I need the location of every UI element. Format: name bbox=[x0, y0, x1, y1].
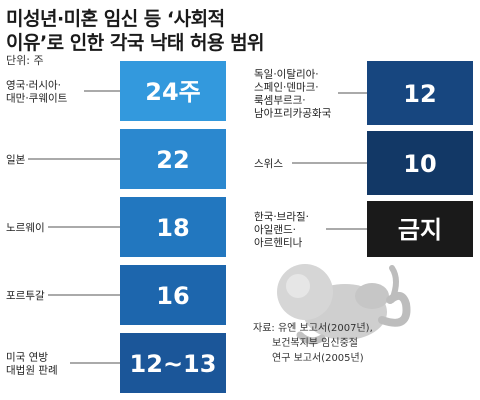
right-row-2: 금지 한국·브라질·아일랜드·아르헨티나 bbox=[254, 201, 473, 257]
left-row-3: 16 포르투갈 bbox=[6, 265, 226, 325]
left-value-2: 18 bbox=[156, 214, 189, 242]
fetus-illustration bbox=[277, 264, 411, 345]
left-row-1: 22 일본 bbox=[6, 129, 226, 189]
left-row-0: 24주 영국·러시아·대만·쿠웨이트 bbox=[6, 61, 226, 121]
left-label-2-0: 노르웨이 bbox=[6, 222, 45, 234]
left-value-0: 24주 bbox=[145, 78, 200, 106]
right-label-2-2: 아르헨티나 bbox=[254, 237, 303, 249]
right-label-2-0: 한국·브라질· bbox=[254, 211, 309, 223]
left-value-3: 16 bbox=[156, 282, 189, 310]
right-value-2: 금지 bbox=[398, 216, 442, 244]
title-line-2: 이유’로 인한 각국 낙태 허용 범위 bbox=[6, 32, 265, 54]
left-value-box-1 bbox=[120, 129, 226, 189]
source-line-3: 연구 보고서(2005년) bbox=[272, 353, 364, 364]
right-row-1: 10 스위스 bbox=[254, 131, 473, 195]
left-value-4: 12~13 bbox=[130, 350, 217, 378]
left-label-0-0: 영국·러시아· bbox=[6, 80, 61, 92]
right-label-0-2: 룩셈부르크· bbox=[254, 95, 306, 107]
left-label-3-0: 포르투갈 bbox=[6, 289, 45, 302]
right-row-0: 12 독일·이탈리아·스페인·덴마크·룩셈부르크·남아프리카공화국 bbox=[254, 61, 473, 125]
right-value-box-1 bbox=[367, 131, 473, 195]
left-label-4-0: 미국 연방 bbox=[6, 352, 48, 364]
right-value-0: 12 bbox=[403, 80, 436, 108]
right-label-1-0: 스위스 bbox=[254, 157, 283, 170]
right-label-0-3: 남아프리카공화국 bbox=[254, 108, 332, 120]
unit-label: 단위: 주 bbox=[6, 54, 44, 67]
title-line-1: 미성년·미혼 임신 등 ‘사회적 bbox=[6, 8, 225, 30]
source-line-1: 자료: 유엔 보고서(2007년), bbox=[253, 323, 373, 334]
left-value-box-0 bbox=[120, 61, 226, 121]
left-row-2: 18 노르웨이 bbox=[6, 197, 226, 257]
left-label-4-1: 대법원 판례 bbox=[6, 365, 58, 377]
left-value-1: 22 bbox=[156, 146, 189, 174]
right-label-2-1: 아일랜드· bbox=[254, 223, 296, 236]
left-value-box-2 bbox=[120, 197, 226, 257]
right-label-0-1: 스페인·덴마크· bbox=[254, 82, 319, 94]
right-value-box-0 bbox=[367, 61, 473, 125]
left-value-box-4 bbox=[120, 333, 226, 393]
left-value-box-3 bbox=[120, 265, 226, 325]
right-label-0-0: 독일·이탈리아· bbox=[254, 68, 319, 81]
source-line-2: 보건복지부 임신중절 bbox=[272, 338, 358, 349]
left-label-1-0: 일본 bbox=[6, 153, 26, 166]
right-value-1: 10 bbox=[403, 150, 436, 178]
left-label-0-1: 대만·쿠웨이트 bbox=[6, 93, 68, 105]
right-value-box-2 bbox=[367, 201, 473, 257]
